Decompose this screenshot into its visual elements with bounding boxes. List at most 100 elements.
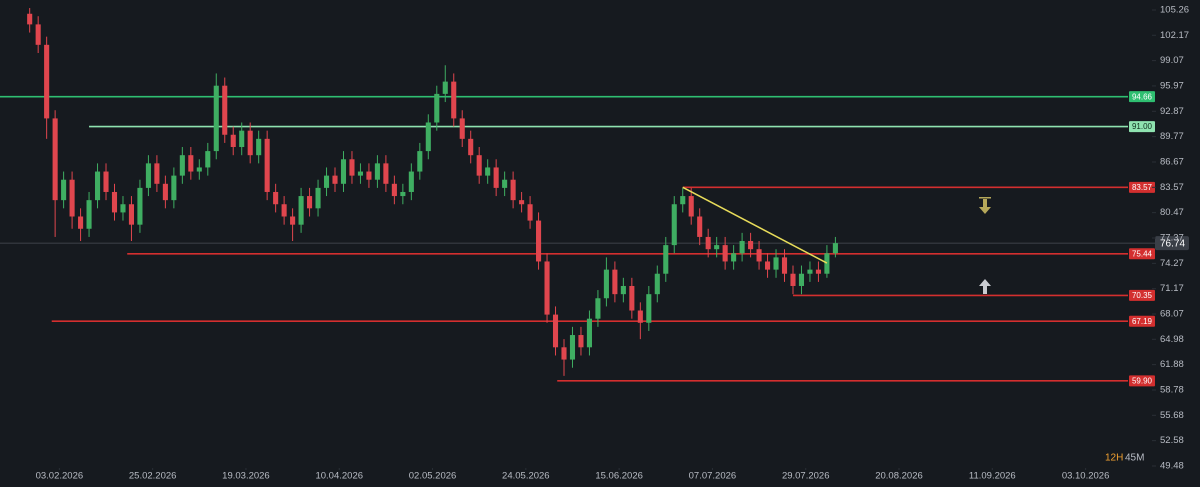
candle-body (620, 285, 626, 295)
y-tick-label: 80.47 (1160, 207, 1184, 218)
x-tick-label: 07.07.2026 (689, 471, 737, 482)
axes: 105.26 102.17 99.07 95.97 92.87 89.77 86.67 83.… (36, 5, 1189, 482)
level-label-box (1129, 375, 1155, 387)
candle-body (264, 138, 270, 192)
candle-body (35, 24, 41, 45)
trendline (682, 186, 828, 264)
candle-body (78, 216, 84, 229)
level-label-box (1129, 121, 1155, 133)
candle-body (603, 269, 609, 299)
candle-body (340, 159, 347, 184)
levels (0, 95, 1156, 382)
x-tick-label: 03.02.2026 (36, 471, 84, 482)
level-label: 59.90 (1132, 376, 1153, 385)
y-tick-label: 55.68 (1160, 410, 1184, 421)
candle-body (468, 138, 474, 156)
candle-body (815, 269, 821, 274)
candle-body (739, 241, 745, 254)
level-label-box (1129, 91, 1155, 103)
x-tick-label: 24.05.2026 (502, 471, 550, 482)
candle-body (128, 204, 135, 225)
x-tick-label: 29.07.2026 (782, 471, 830, 482)
candle-body (366, 171, 372, 180)
candle-body (663, 245, 669, 274)
level-label-box (1129, 181, 1155, 193)
y-tick-label: 102.17 (1160, 30, 1189, 41)
candle-body (205, 151, 211, 168)
y-tick-label: 86.67 (1160, 156, 1184, 167)
last-price-label: 76.74 (1160, 238, 1185, 249)
candle-body (196, 167, 202, 172)
candle-body (179, 155, 185, 176)
candle-body (86, 200, 92, 229)
x-tick-label: 10.04.2026 (315, 471, 363, 482)
y-tick-label: 49.48 (1160, 461, 1184, 472)
candle-body (69, 179, 75, 217)
candle-body (315, 187, 321, 209)
candle-body (637, 310, 643, 323)
candle-body (451, 81, 457, 119)
candle-body (307, 196, 313, 209)
candle-body (773, 257, 779, 270)
candle-body (476, 155, 482, 176)
candle-body (578, 335, 584, 348)
candle-body (290, 216, 296, 225)
candle-body (162, 183, 168, 201)
candle-body (536, 220, 542, 262)
candle-body (748, 241, 754, 250)
candle-body (569, 335, 576, 360)
candle-body (629, 285, 635, 311)
candle-body (323, 175, 330, 188)
candle-body (52, 118, 58, 201)
candle-body (425, 122, 431, 152)
candle-body (790, 273, 796, 286)
level-label: 67.19 (1132, 317, 1153, 326)
x-tick-label: 20.08.2026 (875, 471, 923, 482)
y-tick-label: 64.98 (1160, 334, 1184, 345)
y-tick-label: 89.77 (1160, 131, 1184, 142)
candle-body (832, 243, 838, 254)
candle-body (646, 294, 652, 323)
candle-body (561, 347, 567, 360)
candle-body (654, 273, 660, 295)
y-tick-label: 61.88 (1160, 359, 1184, 370)
candle-body (383, 163, 389, 184)
candle-body (671, 204, 677, 246)
countdown: 45M (1125, 453, 1144, 464)
candle-body (544, 261, 550, 315)
candle-body (408, 171, 414, 192)
candle-body (332, 175, 338, 184)
candle-body (391, 183, 397, 197)
candle-body (493, 167, 499, 188)
level-label: 83.57 (1132, 183, 1153, 192)
y-tick-label: 68.07 (1160, 309, 1184, 320)
candle-body (256, 138, 262, 156)
down-arrow (979, 197, 991, 214)
candle-body (731, 253, 737, 262)
candle-body (586, 318, 592, 348)
candle-body (680, 196, 686, 205)
candle-body (595, 298, 601, 319)
candle-body (188, 155, 194, 172)
level-label-box (1129, 289, 1155, 301)
candle-body (111, 191, 118, 213)
candle-body (44, 44, 50, 119)
candle-body (239, 130, 245, 148)
candle-body (612, 269, 618, 295)
x-tick-label: 25.02.2026 (129, 471, 177, 482)
x-tick-label: 19.03.2026 (222, 471, 270, 482)
candle-body (527, 204, 533, 221)
level-label: 94.66 (1132, 92, 1153, 101)
candle-body (722, 245, 728, 262)
y-tick-label: 99.07 (1160, 55, 1184, 66)
last-price-box (1155, 236, 1189, 251)
level-label-box (1129, 315, 1155, 327)
candle-body (120, 204, 126, 213)
candle-body (807, 269, 813, 274)
y-tick-label: 105.26 (1160, 5, 1189, 16)
candle-body (765, 261, 771, 270)
candle-body (247, 130, 253, 156)
y-tick-label: 71.17 (1160, 283, 1184, 294)
candle-body (705, 236, 711, 250)
